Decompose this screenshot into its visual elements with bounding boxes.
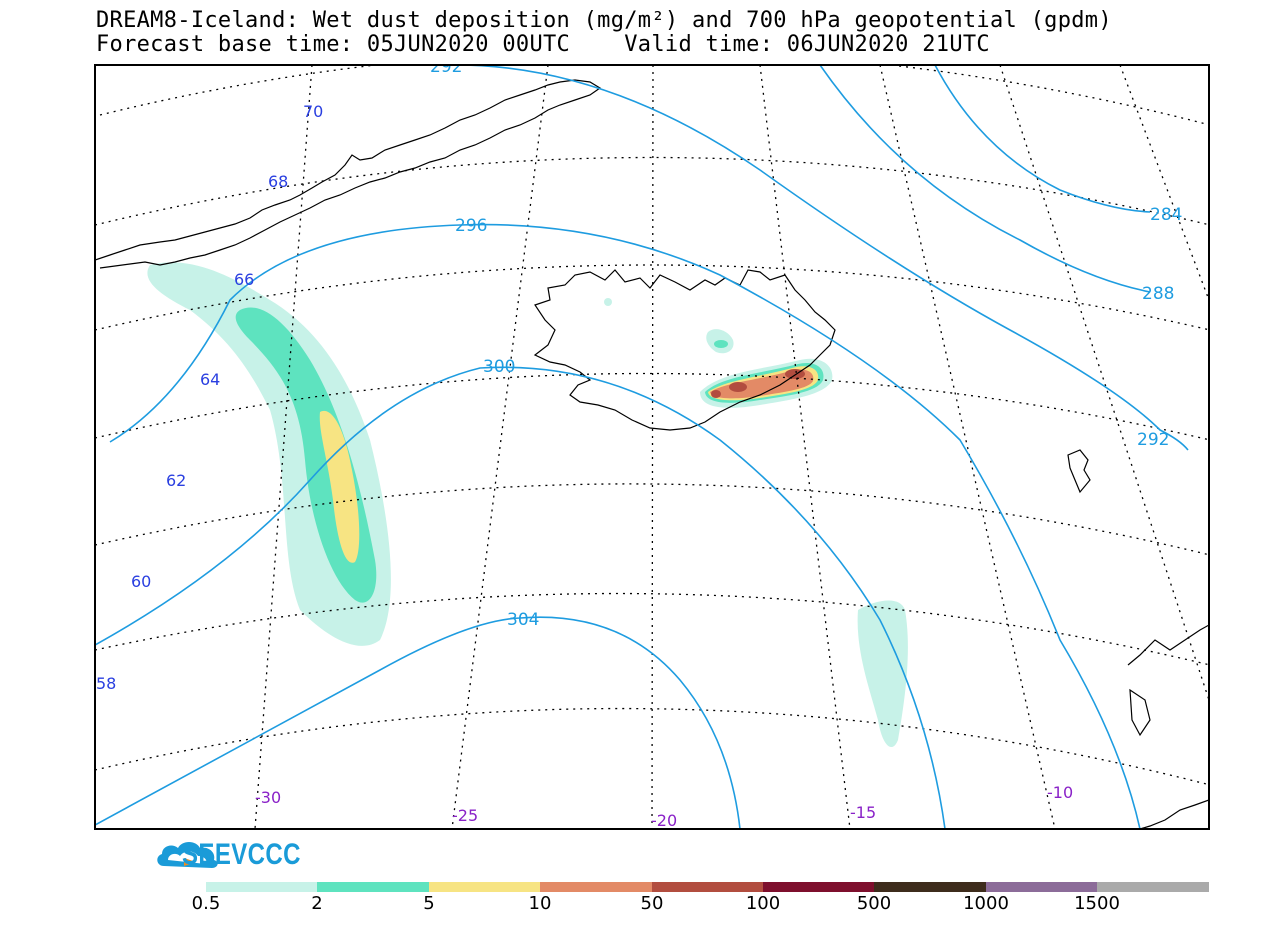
contour-label-292-east: 292 — [1137, 430, 1169, 450]
lat-circle-68 — [95, 156, 1209, 226]
contour-300 — [95, 366, 946, 829]
colorbar-swatch-2 — [317, 882, 429, 892]
contour-284 — [934, 65, 1151, 213]
lon-label-20: -20 — [651, 811, 677, 830]
lon-label-15: -15 — [850, 803, 876, 822]
colorbar-swatch-4 — [540, 882, 652, 892]
lat-label-64: 64 — [200, 370, 220, 389]
meridian-10 — [879, 65, 1056, 829]
lat-label-58: 58 — [96, 674, 116, 693]
colorbar-label-500: 500 — [856, 893, 892, 914]
title-line-1: DREAM8-Iceland: Wet dust deposition (mg/… — [96, 8, 1112, 33]
deposition-patch-south — [857, 600, 908, 748]
meridians — [95, 65, 1209, 829]
colorbar-label-0.5: 0.5 — [191, 893, 221, 914]
meridian-20 — [651, 65, 654, 829]
lat-circle-58 — [95, 707, 1209, 786]
contour-label-292-top: 292 — [430, 57, 462, 77]
colorbar — [206, 882, 1209, 892]
colorbar-label-50: 50 — [640, 893, 664, 914]
lat-circle-62 — [95, 483, 1209, 556]
colorbar-swatch-5 — [651, 882, 763, 892]
lat-circle-66 — [95, 264, 1209, 331]
meridian-35 — [95, 180, 96, 186]
meridian-5 — [999, 65, 1209, 701]
meridian-0 — [1119, 65, 1209, 301]
meridian-25 — [451, 65, 549, 829]
lon-label-25: -25 — [452, 806, 478, 825]
contour-288 — [819, 65, 1151, 293]
deposition-speck — [604, 298, 612, 306]
lat-label-70: 70 — [303, 102, 323, 121]
geopotential-contours — [95, 65, 1189, 829]
lat-circle-64 — [95, 372, 1209, 441]
lat-circle-70 — [99, 65, 1209, 126]
colorbar-swatch-1 — [206, 882, 318, 892]
colorbar-swatch-9 — [1097, 882, 1209, 892]
contour-label-296: 296 — [455, 216, 487, 236]
iceland-coast — [533, 269, 836, 431]
deposition-core-1 — [729, 382, 747, 392]
lat-label-60: 60 — [131, 572, 151, 591]
deposition-band-west-high — [319, 410, 360, 563]
contour-label-288: 288 — [1142, 284, 1174, 304]
contour-304 — [95, 616, 741, 829]
greenland-coast — [95, 79, 602, 269]
scotland-islands — [1129, 688, 1151, 737]
lat-label-68: 68 — [268, 172, 288, 191]
colorbar-swatch-8 — [985, 882, 1098, 892]
deposition-patch-iceland-small-core — [714, 340, 728, 348]
dust-deposition-shading — [147, 262, 908, 748]
colorbar-swatch-6 — [762, 882, 875, 892]
contour-label-284: 284 — [1150, 205, 1182, 225]
scotland-coast — [1127, 624, 1209, 829]
colorbar-label-1000: 1000 — [963, 893, 1009, 914]
deposition-core-3 — [711, 390, 721, 398]
coastlines — [95, 79, 1209, 829]
map-frame — [94, 64, 1210, 830]
faroe-islands — [1067, 449, 1091, 494]
meridian-30 — [254, 65, 313, 829]
colorbar-swatch-7 — [874, 882, 986, 892]
lat-circle-60 — [95, 592, 1209, 666]
lat-label-62: 62 — [166, 471, 186, 490]
contour-296 — [109, 223, 1141, 829]
latitude-circles — [95, 65, 1209, 786]
title-line-2: Forecast base time: 05JUN2020 00UTC Vali… — [96, 32, 990, 57]
colorbar-label-10: 10 — [528, 893, 552, 914]
colorbar-swatch-3 — [428, 882, 541, 892]
colorbar-label-5: 5 — [423, 893, 435, 914]
colorbar-label-2: 2 — [311, 893, 323, 914]
colorbar-label-1500: 1500 — [1074, 893, 1120, 914]
contour-292-north — [440, 65, 1189, 451]
lon-label-30: -30 — [255, 788, 281, 807]
contour-label-304: 304 — [507, 610, 539, 630]
seevccc-logo: SEEVCCC — [182, 838, 301, 871]
colorbar-label-100: 100 — [745, 893, 781, 914]
contour-label-300: 300 — [483, 357, 515, 377]
lat-label-66: 66 — [234, 270, 254, 289]
cloud-arrow-icon — [157, 842, 218, 868]
lon-label-10: -10 — [1047, 783, 1073, 802]
